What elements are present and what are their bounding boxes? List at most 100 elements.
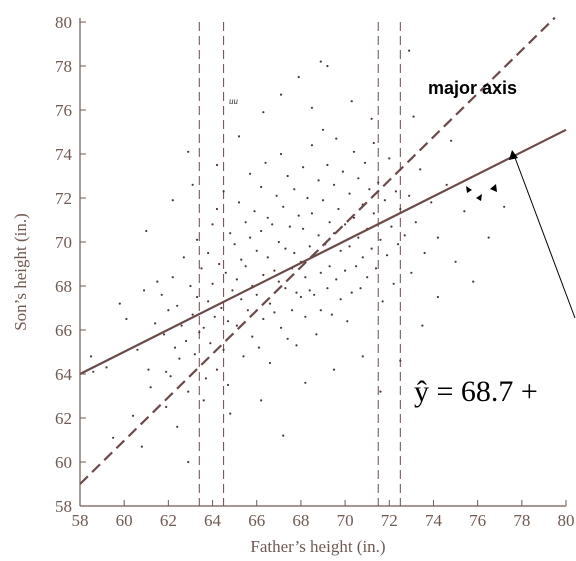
data-point [430, 201, 433, 204]
data-point [286, 337, 289, 340]
data-point [399, 207, 402, 211]
x-tick-label: 74 [425, 511, 443, 530]
data-point [366, 276, 369, 279]
data-point [450, 139, 453, 142]
data-point [255, 249, 258, 252]
data-point [295, 344, 298, 347]
y-tick-label: 78 [55, 57, 72, 76]
y-tick-label: 62 [55, 409, 72, 428]
data-point [414, 221, 417, 224]
data-point [392, 282, 395, 285]
data-point [326, 287, 329, 290]
data-point [105, 366, 108, 369]
data-point [167, 309, 170, 312]
data-point [218, 262, 221, 266]
axes [79, 18, 566, 507]
arrowhead-marks [466, 184, 497, 201]
data-point [319, 60, 322, 63]
data-point [445, 183, 448, 186]
data-point [390, 225, 393, 228]
data-point [330, 313, 333, 316]
data-point [273, 311, 276, 314]
data-point [357, 177, 360, 180]
data-point [237, 135, 241, 138]
data-point [337, 207, 340, 211]
data-point [277, 240, 280, 244]
data-point [136, 348, 139, 351]
data-point [306, 196, 309, 200]
data-point [372, 212, 375, 215]
data-point [302, 227, 305, 230]
data-point [92, 370, 95, 373]
data-point [308, 289, 311, 292]
data-point [370, 247, 373, 250]
data-point [209, 342, 212, 345]
data-point [147, 368, 150, 371]
data-point [237, 201, 241, 204]
data-point [377, 181, 380, 184]
data-point [204, 377, 208, 380]
data-point [355, 265, 358, 268]
y-tick-label: 68 [55, 277, 72, 296]
data-point [293, 251, 296, 255]
data-point [145, 229, 148, 233]
x-tick-label: 66 [248, 511, 265, 530]
data-point [195, 295, 199, 299]
data-point [328, 221, 331, 224]
data-point [304, 381, 307, 384]
y-tick-label: 72 [55, 189, 72, 208]
data-point [326, 163, 329, 167]
x-tick-label: 60 [116, 511, 133, 530]
data-point [176, 304, 179, 307]
x-tick-label: 68 [292, 511, 309, 530]
data-point [169, 375, 172, 378]
data-point [222, 190, 225, 193]
data-point [279, 93, 283, 96]
x-tick-label: 80 [558, 511, 575, 530]
data-point [279, 326, 283, 329]
data-point [419, 168, 422, 171]
data-point [326, 64, 329, 68]
data-point [357, 236, 360, 239]
data-point [240, 258, 243, 261]
x-tick-label: 58 [72, 511, 89, 530]
data-point [423, 251, 426, 255]
data-point [408, 49, 411, 52]
data-point [284, 287, 287, 290]
y-tick-label: 80 [55, 13, 72, 32]
data-point [319, 271, 322, 274]
data-point [352, 150, 356, 153]
data-point [436, 236, 439, 239]
data-point [348, 192, 351, 195]
data-point [304, 315, 307, 318]
data-point [275, 194, 278, 197]
data-point [160, 293, 163, 296]
data-point [235, 278, 238, 281]
data-point [255, 293, 258, 296]
data-point [304, 276, 307, 279]
data-point [260, 185, 263, 189]
data-point [154, 322, 157, 325]
data-point [262, 317, 265, 321]
data-point [313, 293, 316, 296]
data-point [142, 289, 146, 292]
data-point [310, 144, 314, 147]
data-point [131, 414, 135, 417]
data-point [359, 287, 362, 290]
data-point [89, 355, 93, 358]
data-point [162, 333, 166, 336]
data-point [226, 320, 230, 323]
data-point [394, 190, 397, 193]
data-point [224, 271, 227, 274]
data-point [202, 326, 205, 329]
data-point [249, 236, 252, 239]
data-point [257, 346, 261, 349]
data-point [328, 265, 331, 268]
data-point [421, 324, 424, 327]
data-point [220, 306, 223, 310]
major-axis-line [79, 16, 556, 485]
data-point [202, 399, 205, 402]
x-axis-label: Father’s height (in.) [250, 537, 385, 556]
x-axis-ticks: 58 60 62 64 66 68 70 72 74 76 78 80 [72, 500, 575, 530]
data-point [215, 163, 219, 167]
